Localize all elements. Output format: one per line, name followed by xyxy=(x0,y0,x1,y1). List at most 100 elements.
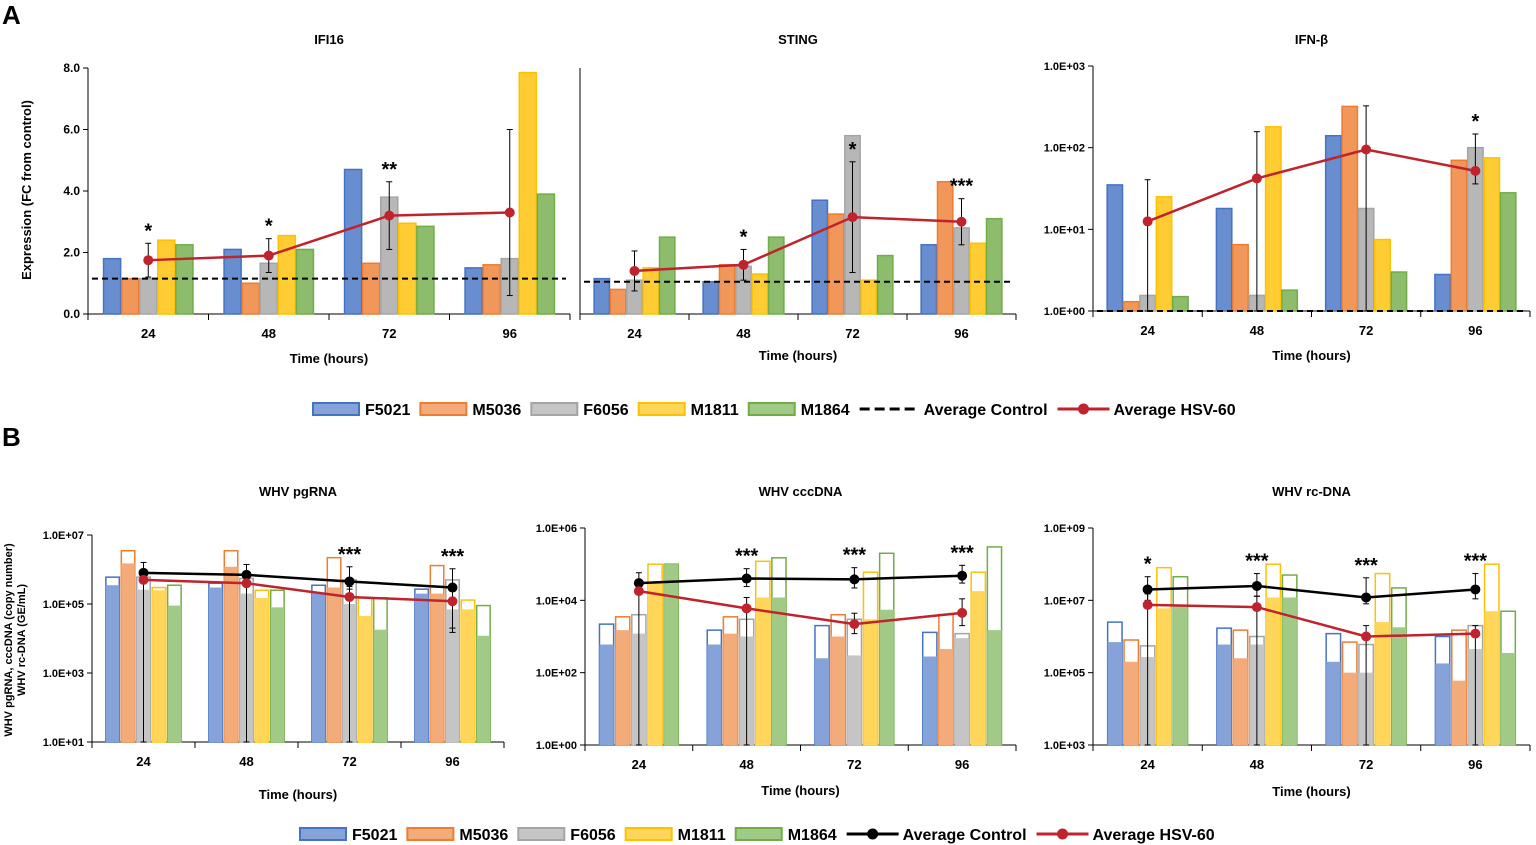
legend-label: M1811 xyxy=(691,402,739,419)
chart-ifi16: IFI16 0.0 2.0 4.0 6.0 8.0 24 48 72 96 Time (hours)… xyxy=(63,32,571,366)
bar-hsv-m1811 xyxy=(461,609,475,742)
bar-hsv-f5021 xyxy=(1326,661,1341,745)
legend-label: M1864 xyxy=(801,402,850,419)
significance-marker: * xyxy=(1471,111,1479,133)
x-tick-label: 48 xyxy=(239,754,253,769)
significance-marker: *** xyxy=(735,546,759,568)
bar-hsv-m1811 xyxy=(152,590,166,742)
legend-swatch xyxy=(637,402,686,416)
legend-label: M1864 xyxy=(788,827,837,844)
x-tick-label: 48 xyxy=(1250,323,1264,338)
bar-f6056 xyxy=(138,277,158,315)
x-tick-label: 48 xyxy=(736,326,750,341)
average-control-line xyxy=(638,574,963,585)
legend-item-f6056: F6056 xyxy=(530,402,629,419)
bar-m5036 xyxy=(936,181,954,315)
bar-hsv-m1864 xyxy=(879,609,894,745)
chart-whv-rcdna: WHV rc-DNA 1.0E+03 1.0E+05 1.0E+07 1.0E+09 24… xyxy=(1044,484,1531,799)
bar-m5036 xyxy=(241,282,260,315)
average-hsv-point xyxy=(956,216,967,227)
legend-item-average-control: Average Control xyxy=(846,827,1027,844)
chart-title: WHV rc-DNA xyxy=(1272,484,1351,499)
bar-f5021 xyxy=(593,277,611,315)
legend-item-m1864: M1864 xyxy=(747,402,850,419)
significance-marker: * xyxy=(1144,554,1152,576)
y-axis-title-b-line2: WHV rc-DNA (GE/mL) xyxy=(16,584,28,696)
legend-item-f6056: F6056 xyxy=(517,827,616,844)
average-hsv-point xyxy=(629,265,640,276)
y-tick-label: 1.0E+07 xyxy=(1044,595,1085,607)
legend-item-f5021: F5021 xyxy=(299,827,397,844)
y-tick-label: 8.0 xyxy=(63,61,80,75)
bar-hsv-m1864 xyxy=(771,597,787,745)
legend-label: M5036 xyxy=(459,827,508,844)
average-hsv-line xyxy=(143,578,453,603)
x-tick-label: 96 xyxy=(503,326,517,341)
bar-hsv-f5021 xyxy=(599,644,614,745)
bar-hsv-m5036 xyxy=(1451,680,1467,745)
significance-marker: *** xyxy=(1245,551,1269,573)
bar-hsv-m1864 xyxy=(664,564,679,745)
average-hsv-point xyxy=(344,591,355,602)
significance-marker: * xyxy=(265,216,273,238)
y-tick-label: 1.0E+03 xyxy=(43,668,84,680)
legend-swatch xyxy=(530,402,579,416)
bar-f5021 xyxy=(920,244,938,315)
x-tick-label: 48 xyxy=(262,326,276,341)
legend-item-m1811: M1811 xyxy=(637,402,739,419)
average-hsv-point xyxy=(957,607,968,618)
bar-hsv-m5036 xyxy=(121,563,135,742)
significance-marker: *** xyxy=(1464,551,1488,573)
y-tick-label: 1.0E+00 xyxy=(1044,306,1085,318)
average-hsv-point xyxy=(633,586,644,597)
bar-hsv-m5036 xyxy=(831,636,846,745)
bar-hsv-m5036 xyxy=(224,566,238,742)
average-hsv-point xyxy=(447,596,458,607)
y-tick-label: 2.0 xyxy=(63,246,80,260)
legend-label: Average Control xyxy=(903,827,1027,844)
x-tick-label: 48 xyxy=(1250,757,1264,772)
bar-hsv-m5036 xyxy=(615,630,630,745)
legend-panel-a: F5021 M5036 F6056 M1811 M1864 Average Control… xyxy=(312,402,1236,419)
x-axis-title: Time (hours) xyxy=(761,783,840,798)
bar-m1864 xyxy=(876,254,894,315)
legend-label: Average Control xyxy=(924,402,1048,419)
average-hsv-line xyxy=(1147,148,1476,223)
legend-panel-b: F5021 M5036 F6056 M1811 M1864 Average Control… xyxy=(299,827,1215,844)
chart-whv-cccdna: WHV cccDNA 1.0E+00 1.0E+02 1.0E+04 1.0E+06 24… xyxy=(536,484,1017,798)
legend-item-m1864: M1864 xyxy=(734,827,837,844)
bar-m1811 xyxy=(398,222,417,315)
bar-f5021 xyxy=(1434,273,1452,312)
bar-hsv-m1864 xyxy=(167,605,182,742)
significance-marker: *** xyxy=(441,546,465,568)
bar-m1864 xyxy=(1390,271,1408,312)
bar-f5021 xyxy=(1106,184,1124,312)
y-tick-label: 1.0E+07 xyxy=(43,530,84,542)
bar-hsv-f5021 xyxy=(311,593,326,742)
legend-marker xyxy=(867,828,879,840)
y-tick-label: 1.0E+06 xyxy=(536,523,577,535)
average-control-point xyxy=(1251,580,1262,591)
average-hsv-point xyxy=(1470,628,1481,639)
bar-hsv-f5021 xyxy=(814,658,830,745)
legend-item-average-hsv-60: Average HSV-60 xyxy=(1036,827,1215,844)
x-axis-title: Time (hours) xyxy=(1272,348,1351,363)
average-control-point xyxy=(1361,592,1372,603)
bar-m1811 xyxy=(860,279,878,315)
bar-hsv-f5021 xyxy=(707,644,722,745)
x-axis-title: Time (hours) xyxy=(259,787,338,802)
legend-swatch xyxy=(747,402,796,416)
legend-marker xyxy=(1057,828,1069,840)
legend-label: F5021 xyxy=(352,827,397,844)
x-axis-title: Time (hours) xyxy=(290,351,369,366)
average-hsv-line xyxy=(634,215,962,273)
average-hsv-point xyxy=(849,619,860,630)
bar-hsv-m5036 xyxy=(938,649,954,745)
x-tick-label: 96 xyxy=(955,757,969,772)
legend-item-average-control: Average Control xyxy=(859,402,1048,419)
legend-label: F6056 xyxy=(583,402,628,419)
average-hsv-point xyxy=(1470,165,1481,176)
bar-hsv-m1811 xyxy=(255,597,269,742)
bar-hsv-m5036 xyxy=(1124,661,1139,745)
bar-hsv-m1864 xyxy=(476,635,491,742)
